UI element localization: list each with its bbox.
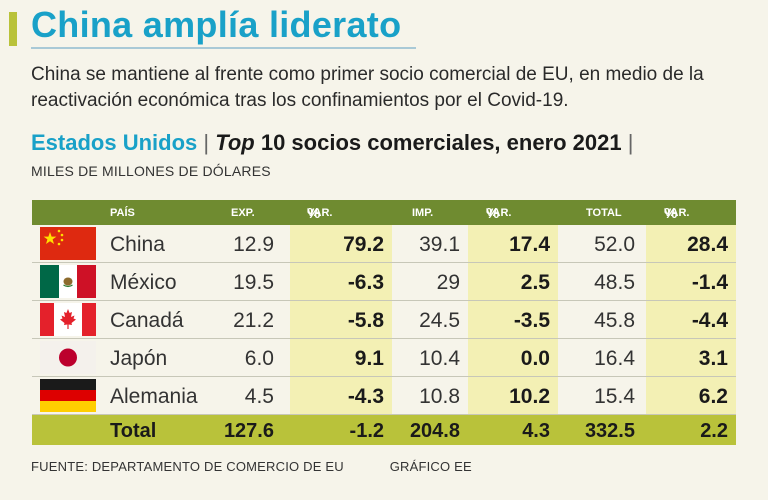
- col-header-imp-var-unit: %: [486, 205, 500, 222]
- total-var-value: 28.4: [687, 233, 728, 256]
- total-var-highlight: [646, 377, 736, 414]
- total-total-value: 332.5: [584, 420, 635, 442]
- exp-value: 19.5: [233, 271, 274, 294]
- total-imp-var-value: 4.3: [522, 420, 550, 442]
- col-header-total-var: VAR. %: [664, 200, 689, 225]
- col-header-imp-var-word: VAR.: [486, 207, 512, 219]
- col-header-imp: IMP.: [412, 207, 434, 219]
- total-row: Total 127.6 -1.2 204.8 4.3 332.5 2.2: [32, 415, 736, 445]
- units-label: MILES DE MILLONES DE DÓLARES: [31, 163, 271, 179]
- exp-value: 4.5: [244, 385, 274, 408]
- total-var-highlight: [646, 339, 736, 376]
- total-var-value: -4.4: [691, 309, 728, 332]
- title-underline: [31, 47, 416, 49]
- exp-var-value: -6.3: [347, 271, 384, 294]
- col-header-exp: EXP.: [231, 207, 255, 219]
- table-row: China 12.9 79.2 39.1 17.4 52.0 28.4: [32, 225, 736, 263]
- exp-value: 21.2: [233, 309, 274, 332]
- total-value: 48.5: [594, 271, 635, 294]
- table-row: Canadá 21.2 -5.8 24.5 -3.5 45.8 -4.4: [32, 301, 736, 339]
- chart-heading: Estados Unidos | Top 10 socios comercial…: [31, 130, 633, 156]
- table-row: Alemania 4.5 -4.3 10.8 10.2 15.4 6.2: [32, 377, 736, 415]
- imp-value: 10.4: [419, 347, 460, 370]
- title-accent-bar: [9, 12, 17, 46]
- total-exp-value: 127.6: [223, 420, 274, 442]
- canada-flag-icon: [40, 303, 96, 336]
- imp-var-value: -3.5: [513, 309, 550, 332]
- total-imp-value: 204.8: [409, 420, 460, 442]
- total-var-highlight: [646, 301, 736, 338]
- country-name: China: [110, 233, 165, 256]
- exp-var-highlight: [290, 377, 392, 414]
- total-value: 45.8: [594, 309, 635, 332]
- total-total-var-value: 2.2: [700, 420, 728, 442]
- footer: FUENTE: DEPARTAMENTO DE COMERCIO DE EU G…: [31, 459, 472, 474]
- exp-var-highlight: [290, 301, 392, 338]
- total-value: 52.0: [594, 233, 635, 256]
- chart-heading-trailing-separator: |: [627, 130, 634, 155]
- imp-var-highlight: [468, 377, 558, 414]
- imp-var-value: 0.0: [520, 347, 550, 370]
- total-label: Total: [110, 420, 157, 442]
- imp-var-value: 10.2: [509, 385, 550, 408]
- country-name: Alemania: [110, 385, 198, 408]
- total-var-value: -1.4: [691, 271, 728, 294]
- col-header-exp-var: VAR. %: [307, 200, 332, 225]
- chart-heading-separator: |: [203, 130, 210, 155]
- total-var-value: 6.2: [698, 385, 728, 408]
- col-header-total-var-unit: %: [664, 205, 678, 222]
- imp-value: 39.1: [419, 233, 460, 256]
- exp-var-value: -5.8: [347, 309, 384, 332]
- table-row: Japón 6.0 9.1 10.4 0.0 16.4 3.1: [32, 339, 736, 377]
- table-header: PAÍS EXP. VAR. % IMP. VAR. % TOTAL VAR. …: [32, 200, 736, 225]
- exp-var-highlight: [290, 339, 392, 376]
- imp-value: 10.8: [419, 385, 460, 408]
- total-var-highlight: [646, 225, 736, 262]
- subtitle: China se mantiene al frente como primer …: [31, 64, 704, 111]
- col-header-imp-var: VAR. %: [486, 200, 511, 225]
- total-exp-var-value: -1.2: [349, 420, 384, 442]
- imp-var-highlight: [468, 339, 558, 376]
- mexico-flag-icon: [40, 265, 96, 298]
- table-row: México 19.5 -6.3 29 2.5 48.5 -1.4: [32, 263, 736, 301]
- imp-var-highlight: [468, 301, 558, 338]
- imp-var-highlight: [468, 225, 558, 262]
- total-var-highlight: [646, 263, 736, 300]
- imp-var-value: 17.4: [509, 233, 550, 256]
- country-name: Canadá: [110, 309, 184, 332]
- col-header-country: PAÍS: [110, 207, 135, 219]
- chart-heading-text: 10 socios comerciales, enero 2021: [260, 130, 622, 155]
- country-name: México: [110, 271, 177, 294]
- germany-flag-icon: [40, 379, 96, 412]
- total-var-value: 3.1: [698, 347, 728, 370]
- col-header-total-var-word: VAR.: [664, 207, 690, 219]
- total-value: 15.4: [594, 385, 635, 408]
- imp-value: 29: [436, 271, 460, 294]
- exp-value: 12.9: [233, 233, 274, 256]
- exp-var-highlight: [290, 263, 392, 300]
- exp-var-highlight: [290, 225, 392, 262]
- imp-var-value: 2.5: [520, 271, 550, 294]
- col-header-total: TOTAL: [586, 207, 622, 219]
- graphic-credit: GRÁFICO EE: [389, 459, 472, 474]
- country-name: Japón: [110, 347, 168, 370]
- imp-var-highlight: [468, 263, 558, 300]
- china-flag-icon: [40, 227, 96, 260]
- exp-value: 6.0: [244, 347, 274, 370]
- japan-flag-icon: [40, 341, 96, 374]
- imp-value: 24.5: [419, 309, 460, 332]
- trade-partners-table: PAÍS EXP. VAR. % IMP. VAR. % TOTAL VAR. …: [32, 200, 736, 445]
- page-title: China amplía liderato: [31, 4, 402, 45]
- total-value: 16.4: [594, 347, 635, 370]
- col-header-exp-var-word: VAR.: [307, 207, 333, 219]
- source-note: FUENTE: DEPARTAMENTO DE COMERCIO DE EU: [31, 459, 344, 474]
- exp-var-value: 9.1: [354, 347, 384, 370]
- chart-heading-top: Top: [215, 130, 255, 155]
- chart-heading-country: Estados Unidos: [31, 130, 198, 155]
- exp-var-value: -4.3: [347, 385, 384, 408]
- col-header-exp-var-unit: %: [307, 205, 321, 222]
- exp-var-value: 79.2: [343, 233, 384, 256]
